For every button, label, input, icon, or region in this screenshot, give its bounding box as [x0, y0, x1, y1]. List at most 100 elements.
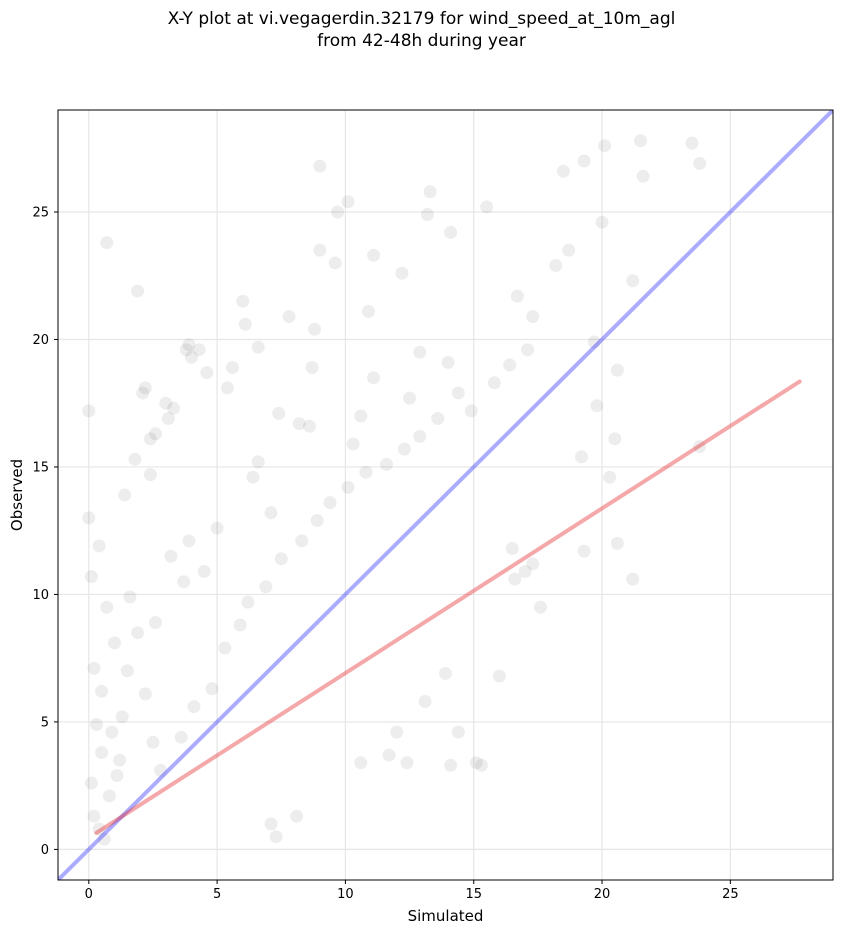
x-tick-label: 25 — [722, 887, 739, 902]
data-point — [685, 136, 699, 150]
data-point — [136, 386, 150, 400]
data-point — [87, 661, 101, 675]
data-point — [292, 417, 306, 431]
data-point — [264, 817, 278, 831]
data-point — [313, 159, 327, 173]
data-point — [510, 289, 524, 303]
data-point — [154, 763, 168, 777]
data-point — [610, 536, 624, 550]
data-point — [105, 725, 119, 739]
data-point — [397, 442, 411, 456]
data-point — [100, 236, 114, 250]
data-point — [303, 419, 316, 433]
data-point — [575, 450, 588, 464]
data-point — [269, 830, 283, 844]
data-point — [305, 361, 319, 374]
data-point — [238, 317, 252, 331]
data-point — [92, 539, 106, 553]
data-point — [367, 371, 381, 385]
data-point — [161, 412, 175, 425]
data-point — [108, 636, 121, 650]
data-point — [341, 195, 355, 209]
data-point — [182, 534, 196, 548]
data-point — [526, 557, 540, 571]
y-tick-label: 15 — [32, 460, 49, 475]
chart-title: X-Y plot at vi.vegagerdin.32179 for wind… — [0, 8, 843, 52]
data-point — [557, 164, 570, 178]
data-point — [146, 735, 160, 749]
data-point — [526, 310, 540, 323]
chart-title-line-2: from 42-48h during year — [317, 31, 526, 51]
data-point — [626, 274, 640, 288]
data-point — [508, 572, 522, 586]
data-point — [82, 511, 96, 525]
data-point — [598, 139, 612, 153]
data-point — [421, 208, 434, 221]
data-point — [469, 756, 483, 770]
data-point — [400, 756, 414, 770]
data-point — [246, 470, 260, 484]
data-point — [331, 205, 345, 219]
data-point — [259, 580, 273, 594]
data-point — [251, 340, 265, 354]
data-point — [100, 600, 114, 614]
y-axis-label: Observed — [8, 459, 26, 531]
data-point — [84, 776, 98, 790]
data-point — [603, 470, 617, 484]
data-point — [346, 437, 360, 451]
data-point — [362, 304, 375, 318]
data-point — [149, 616, 162, 629]
data-point — [441, 355, 455, 369]
data-point — [380, 457, 393, 471]
data-point — [693, 157, 707, 170]
data-point — [413, 429, 427, 443]
data-point — [503, 358, 517, 372]
data-point — [138, 381, 152, 395]
data-point — [492, 669, 506, 683]
y-tick-label: 10 — [32, 588, 49, 603]
x-tick-label: 20 — [594, 887, 611, 902]
data-point — [451, 725, 465, 739]
y-tick-label: 5 — [41, 715, 49, 730]
data-point — [177, 575, 191, 589]
data-point — [290, 809, 304, 823]
data-point — [444, 758, 458, 772]
data-point — [120, 664, 134, 678]
data-point — [87, 809, 101, 823]
data-point — [82, 404, 96, 418]
data-point — [431, 412, 445, 425]
data-point — [505, 542, 519, 555]
data-point — [115, 710, 129, 724]
data-point — [439, 667, 452, 680]
data-point — [251, 455, 265, 469]
data-point — [197, 565, 211, 578]
data-point — [693, 440, 707, 454]
data-point — [138, 687, 152, 701]
data-point — [626, 572, 640, 586]
data-point — [90, 718, 103, 731]
data-point — [210, 521, 224, 535]
data-point — [102, 789, 116, 803]
data-point — [323, 496, 337, 510]
data-point — [382, 748, 396, 762]
data-point — [226, 361, 239, 374]
x-tick-label: 5 — [213, 887, 221, 902]
data-point — [295, 534, 309, 548]
data-point — [595, 215, 609, 229]
data-point — [97, 832, 111, 846]
x-tick-label: 0 — [85, 887, 93, 902]
axis-ticks: 0 5 10 15 20 25 0 5 10 15 20 25 — [32, 205, 738, 902]
data-point — [636, 169, 650, 183]
data-point — [487, 376, 501, 390]
data-point — [354, 409, 368, 423]
data-point — [182, 338, 196, 352]
data-point — [464, 404, 478, 418]
data-point — [534, 600, 547, 614]
data-point — [367, 248, 381, 262]
data-point — [480, 200, 494, 214]
data-point — [587, 335, 601, 349]
data-point — [634, 134, 647, 148]
chart-title-line-1: X-Y plot at vi.vegagerdin.32179 for wind… — [167, 9, 676, 29]
data-point — [577, 544, 591, 558]
data-point — [84, 570, 98, 584]
